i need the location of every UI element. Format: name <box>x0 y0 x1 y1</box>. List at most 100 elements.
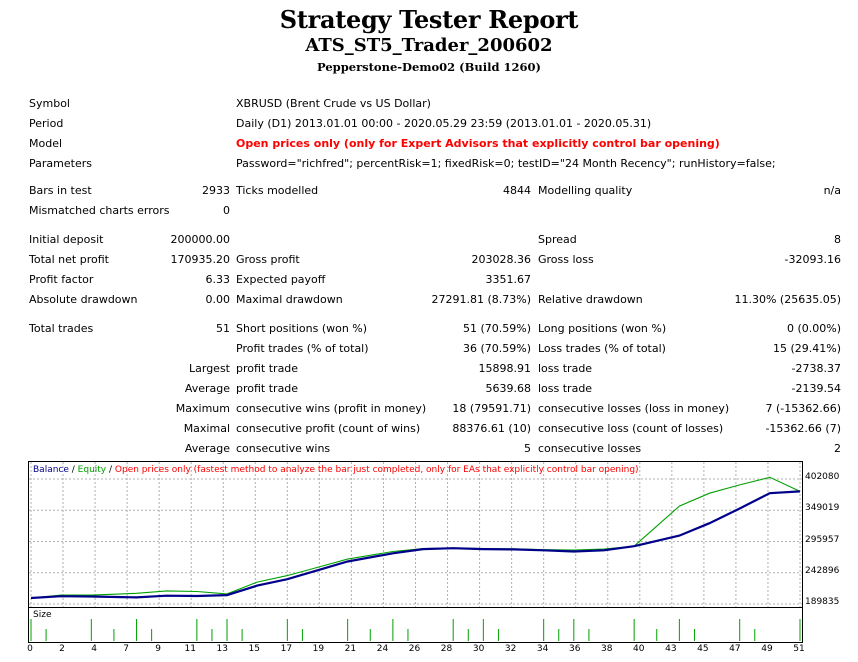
period-value: Daily (D1) 2013.01.01 00:00 - 2020.05.29… <box>236 117 652 130</box>
x-axis-label: 2 <box>59 644 65 654</box>
modelling-quality-label: Modelling quality <box>538 184 633 197</box>
x-axis-label: 17 <box>280 644 293 654</box>
short-positions-label: Short positions (won %) <box>236 322 368 335</box>
x-axis-label: 7 <box>123 644 129 654</box>
x-axis-label: 32 <box>504 644 517 654</box>
size-chart-plot <box>30 619 809 641</box>
parameters-value: Password="richfred"; percentRisk=1; fixe… <box>236 157 776 170</box>
symbol-label: Symbol <box>29 97 70 110</box>
profit-factor-value: 6.33 <box>205 273 231 286</box>
y-axis-label: 402080 <box>805 472 840 482</box>
expected-payoff-label: Expected payoff <box>236 273 326 286</box>
gross-loss-value: -32093.16 <box>784 253 841 266</box>
server-build: Pepperstone-Demo02 (Build 1260) <box>317 60 541 74</box>
profit-trades-value: 36 (70.59%) <box>462 342 531 355</box>
average-profit-trade-value: 5639.68 <box>485 382 532 395</box>
long-positions-label: Long positions (won %) <box>538 322 667 335</box>
x-axis-label: 24 <box>376 644 389 654</box>
parameters-label: Parameters <box>29 157 92 170</box>
largest-profit-trade-label: profit trade <box>236 362 299 375</box>
average-label: Average <box>184 382 230 395</box>
mismatched-label: Mismatched charts errors <box>29 204 170 217</box>
size-chart <box>28 606 809 643</box>
absolute-drawdown-label: Absolute drawdown <box>29 293 138 306</box>
avg-consec-wins-label: consecutive wins <box>236 442 331 455</box>
largest-loss-trade-value: -2738.37 <box>791 362 841 375</box>
ticks-modelled-value: 4844 <box>503 184 531 197</box>
x-axis-label: 30 <box>472 644 485 654</box>
ticks-modelled-label: Ticks modelled <box>236 184 319 197</box>
maximal-consec-profit-value: 88376.61 (10) <box>452 422 531 435</box>
avg-consec-losses-label: consecutive losses <box>538 442 642 455</box>
avg-consec-losses-value: 2 <box>834 442 841 455</box>
x-axis-label: 13 <box>216 644 228 654</box>
balance-chart <box>28 461 803 608</box>
bars-in-test-label: Bars in test <box>29 184 92 197</box>
size-label: Size <box>33 610 52 620</box>
total-trades-label: Total trades <box>29 322 94 335</box>
period-label: Period <box>29 117 64 130</box>
average-profit-trade-label: profit trade <box>236 382 299 395</box>
y-axis-label: 242896 <box>805 565 840 576</box>
x-axis-label: 0 <box>27 644 33 654</box>
max-consec-losses-value: 7 (-15362.66) <box>765 402 841 415</box>
x-axis-label: 26 <box>408 644 421 654</box>
average-loss-trade-value: -2139.54 <box>791 382 841 395</box>
maximal-drawdown-value: 27291.81 (8.73%) <box>431 293 531 306</box>
initial-deposit-value: 200000.00 <box>170 233 231 246</box>
report-title: Strategy Tester Report <box>279 5 579 34</box>
x-axis-label: 36 <box>568 644 581 654</box>
x-axis-label: 4 <box>91 644 97 654</box>
chart-legend: Balance / Equity / Open prices only (fas… <box>33 465 639 475</box>
largest-label: Largest <box>189 362 230 375</box>
max-consec-losses-label: consecutive losses (loss in money) <box>538 402 730 415</box>
bars-in-test-value: 2933 <box>202 184 230 197</box>
total-net-profit-label: Total net profit <box>29 253 109 266</box>
model-label: Model <box>29 137 63 150</box>
avg-consec-wins-value: 5 <box>524 442 531 455</box>
gross-profit-value: 203028.36 <box>471 253 532 266</box>
ea-name: ATS_ST5_Trader_200602 <box>305 35 553 56</box>
average-loss-trade-label: loss trade <box>538 382 593 395</box>
x-axis-label: 47 <box>729 644 741 654</box>
x-axis-label: 19 <box>312 644 325 654</box>
maximal-consec-loss-label: consecutive loss (count of losses) <box>538 422 724 435</box>
short-positions-value: 51 (70.59%) <box>462 322 531 335</box>
spread-label: Spread <box>538 233 577 246</box>
total-trades-value: 51 <box>216 322 230 335</box>
initial-deposit-label: Initial deposit <box>29 233 104 246</box>
x-axis-label: 43 <box>665 644 677 654</box>
x-axis-label: 34 <box>536 644 549 654</box>
modelling-quality-value: n/a <box>823 184 841 197</box>
x-axis-label: 45 <box>697 644 709 654</box>
x-axis-label: 15 <box>248 644 260 654</box>
balance-chart-plot <box>29 462 802 607</box>
x-axis-label: 28 <box>440 644 453 654</box>
model-value: Open prices only (only for Expert Adviso… <box>236 137 720 150</box>
maximum-label: Maximum <box>175 402 230 415</box>
legend-sep-1: / <box>68 465 78 475</box>
gross-loss-label: Gross loss <box>538 253 594 266</box>
x-axis-label: 51 <box>793 644 805 654</box>
max-consec-wins-value: 18 (79591.71) <box>452 402 531 415</box>
maximal-consec-profit-label: consecutive profit (count of wins) <box>236 422 421 435</box>
legend-note: Open prices only (fastest method to anal… <box>114 465 639 475</box>
loss-trades-value: 15 (29.41%) <box>772 342 841 355</box>
long-positions-value: 0 (0.00%) <box>786 322 841 335</box>
largest-profit-trade-value: 15898.91 <box>478 362 532 375</box>
profit-factor-label: Profit factor <box>29 273 94 286</box>
absolute-drawdown-value: 0.00 <box>205 293 231 306</box>
y-axis-label: 349019 <box>805 503 840 514</box>
average-consec-label: Average <box>184 442 230 455</box>
total-net-profit-value: 170935.20 <box>170 253 231 266</box>
expected-payoff-value: 3351.67 <box>485 273 532 286</box>
symbol-value: XBRUSD (Brent Crude vs US Dollar) <box>236 97 431 110</box>
legend-sep-2: / <box>106 465 115 475</box>
maximal-drawdown-label: Maximal drawdown <box>236 293 343 306</box>
relative-drawdown-label: Relative drawdown <box>538 293 643 306</box>
loss-trades-label: Loss trades (% of total) <box>538 342 666 355</box>
legend-balance: Balance <box>33 465 69 475</box>
x-axis-label: 49 <box>761 644 773 654</box>
x-axis-label: 40 <box>633 644 645 654</box>
balance-line <box>30 490 801 600</box>
